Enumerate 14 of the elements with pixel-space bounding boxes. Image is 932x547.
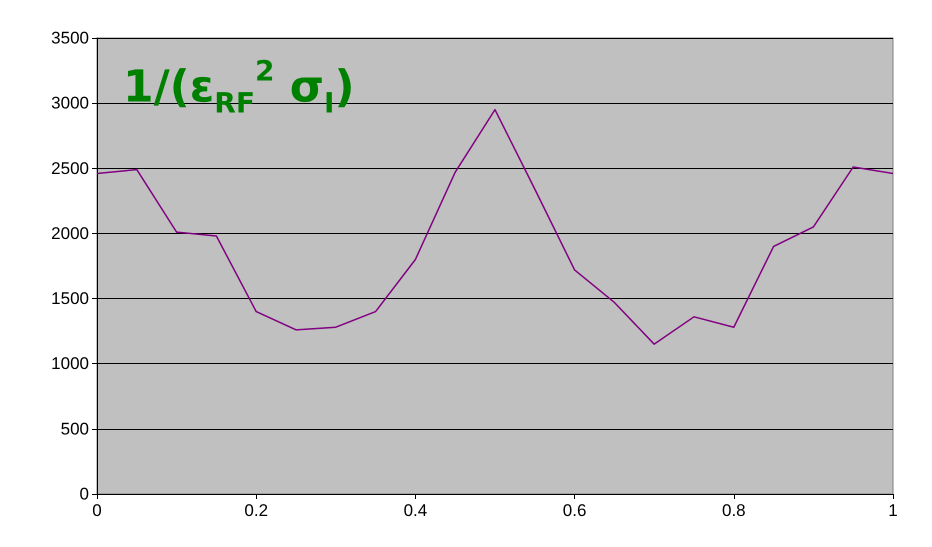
- y-tick-label: 0: [80, 484, 89, 504]
- y-tick-label: 3500: [51, 28, 89, 48]
- y-tick-label: 2500: [51, 158, 89, 178]
- y-tick-label: 1000: [51, 354, 89, 374]
- y-tick-label: 500: [60, 419, 89, 438]
- x-tick-label: 0.6: [562, 501, 586, 520]
- x-tick-label: 0: [92, 501, 102, 520]
- x-tick-label: 0.4: [404, 501, 428, 520]
- x-tick-label: 0.8: [722, 501, 746, 520]
- y-tick-label: 1500: [51, 289, 89, 308]
- x-tick-label: 0.2: [244, 501, 268, 520]
- y-tick-label: 2000: [51, 224, 89, 243]
- y-tick-label: 3000: [51, 94, 89, 113]
- x-tick-label: 1: [888, 501, 898, 520]
